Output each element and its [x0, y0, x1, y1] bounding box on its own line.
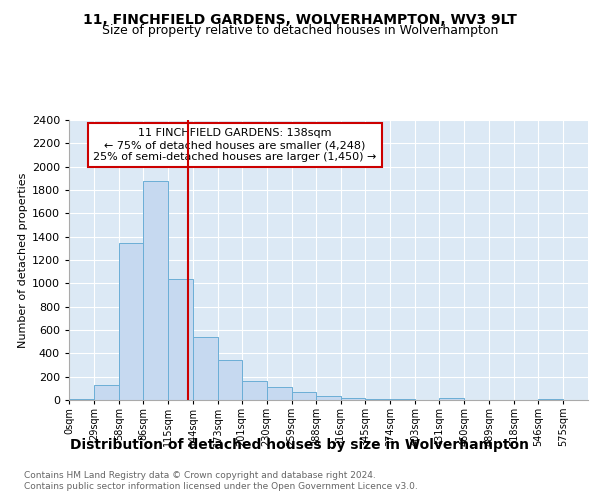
Bar [94, 385, 119, 400]
Bar [439, 398, 464, 400]
Bar [266, 387, 292, 400]
Bar [168, 278, 193, 400]
Text: Contains public sector information licensed under the Open Government Licence v3: Contains public sector information licen… [24, 482, 418, 491]
Bar [69, 399, 94, 400]
Text: Distribution of detached houses by size in Wolverhampton: Distribution of detached houses by size … [71, 438, 530, 452]
Bar [341, 398, 365, 400]
Bar [242, 381, 266, 400]
Bar [143, 180, 168, 400]
Text: Size of property relative to detached houses in Wolverhampton: Size of property relative to detached ho… [102, 24, 498, 37]
Y-axis label: Number of detached properties: Number of detached properties [17, 172, 28, 348]
Text: 11, FINCHFIELD GARDENS, WOLVERHAMPTON, WV3 9LT: 11, FINCHFIELD GARDENS, WOLVERHAMPTON, W… [83, 12, 517, 26]
Bar [119, 242, 143, 400]
Bar [391, 399, 415, 400]
Bar [538, 399, 563, 400]
Text: 11 FINCHFIELD GARDENS: 138sqm
← 75% of detached houses are smaller (4,248)
25% o: 11 FINCHFIELD GARDENS: 138sqm ← 75% of d… [94, 128, 377, 162]
Bar [218, 360, 242, 400]
Bar [292, 392, 316, 400]
Bar [193, 337, 218, 400]
Bar [365, 399, 391, 400]
Text: Contains HM Land Registry data © Crown copyright and database right 2024.: Contains HM Land Registry data © Crown c… [24, 471, 376, 480]
Bar [316, 396, 341, 400]
